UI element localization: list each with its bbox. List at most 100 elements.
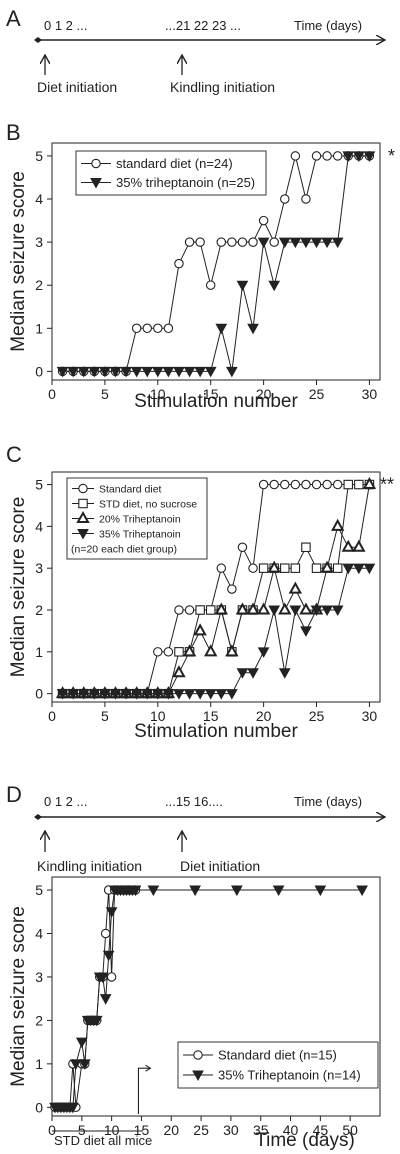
data-point xyxy=(99,689,111,700)
data-point xyxy=(258,479,269,490)
data-point xyxy=(56,689,69,700)
x-tick-label: 35 xyxy=(253,1122,269,1138)
data-point xyxy=(194,366,206,378)
data-point xyxy=(278,237,291,249)
legend-marker xyxy=(90,178,102,189)
data-point xyxy=(290,151,301,161)
y-tick-label: 1 xyxy=(35,644,43,660)
x-tick-label: 10 xyxy=(104,1122,120,1138)
data-point xyxy=(300,237,312,249)
data-point xyxy=(147,885,160,897)
timeline-d-event-1: Kindling initiation xyxy=(37,858,142,874)
data-point xyxy=(184,237,195,247)
data-point xyxy=(311,151,322,161)
data-point xyxy=(109,689,122,700)
data-point xyxy=(267,560,281,573)
data-point xyxy=(88,689,101,700)
plot-frame-d xyxy=(51,876,381,1117)
legend-marker xyxy=(78,498,88,509)
data-point xyxy=(183,689,196,700)
data-point xyxy=(257,647,270,658)
data-point xyxy=(311,563,322,573)
panel-letter-a: A xyxy=(6,6,21,31)
data-point xyxy=(67,366,80,378)
x-tick-label: 15 xyxy=(134,1122,150,1138)
x-tick-label: 50 xyxy=(342,1122,358,1138)
data-point xyxy=(322,479,332,490)
data-point xyxy=(321,237,333,249)
legend-box xyxy=(75,150,267,196)
timeline-d-event-2: Diet initiation xyxy=(180,858,260,874)
legend-label: Standard diet (n=15) xyxy=(218,1048,337,1063)
y-tick-label: 0 xyxy=(35,1099,43,1115)
data-point xyxy=(162,366,175,378)
data-point xyxy=(257,237,270,249)
x-tick-label: 45 xyxy=(313,1122,329,1138)
timeline-d-start xyxy=(34,814,42,820)
data-point xyxy=(88,366,101,378)
data-point xyxy=(227,584,237,594)
std-diet-note: STD diet all mice xyxy=(54,1133,152,1148)
data-point xyxy=(331,605,344,617)
data-point xyxy=(356,885,368,897)
data-point xyxy=(78,1059,91,1070)
y-tick-label: 1 xyxy=(35,320,43,336)
data-point xyxy=(204,644,218,657)
data-point xyxy=(109,366,122,378)
data-point xyxy=(341,539,355,552)
data-point xyxy=(205,280,216,290)
data-point xyxy=(247,668,259,679)
data-point xyxy=(300,626,312,637)
y-tick-label: 0 xyxy=(35,363,43,379)
data-point xyxy=(130,689,143,700)
panel-c: C 0 5 10 15 20 25 30 0 1 2 3 4 5 Stimulation number Me… xyxy=(6,442,394,742)
data-point xyxy=(354,479,364,490)
data-point xyxy=(70,1059,82,1070)
data-point xyxy=(174,647,184,657)
data-point xyxy=(301,194,311,204)
legend-marker xyxy=(193,1050,203,1060)
x-tick-label: 40 xyxy=(283,1122,299,1138)
data-point xyxy=(290,479,301,490)
chart-c: 0 5 10 15 20 25 30 0 1 2 3 4 5 Stimulation number Medi… xyxy=(8,475,394,742)
timeline-d-ticks-left: 0 1 2 ... xyxy=(44,794,87,809)
data-point xyxy=(141,366,154,378)
data-point xyxy=(216,237,227,247)
data-point xyxy=(332,151,343,161)
timeline-a-ticks-right: ...21 22 23 ... xyxy=(165,18,241,33)
data-point xyxy=(248,563,258,573)
x-tick-label: 0 xyxy=(48,386,56,402)
data-point xyxy=(162,689,175,700)
x-tick-label: 20 xyxy=(163,1122,179,1138)
data-point xyxy=(321,605,333,617)
legend-label: Standard diet xyxy=(99,483,162,495)
legend-label: STD diet, no sucrose xyxy=(99,498,197,510)
data-point xyxy=(102,950,115,962)
y-tick-label: 4 xyxy=(35,191,43,207)
data-point xyxy=(310,605,323,617)
data-point xyxy=(129,885,142,897)
data-point xyxy=(301,479,311,490)
data-point xyxy=(205,605,216,615)
data-point xyxy=(172,665,186,678)
data-point xyxy=(163,647,174,657)
y-tick-label: 0 xyxy=(35,686,43,702)
x-axis-label: Stimulation number xyxy=(134,721,298,742)
data-point xyxy=(56,366,69,378)
panel-a: A 0 1 2 ... ...21 22 23 ... Time (days) … xyxy=(6,6,384,95)
data-point xyxy=(235,602,250,615)
y-tick-label: 5 xyxy=(35,882,43,898)
data-point xyxy=(195,605,205,615)
panel-letter-b: B xyxy=(6,120,21,145)
data-point xyxy=(301,542,311,553)
data-point xyxy=(216,563,227,573)
diet-start-arrowhead xyxy=(145,1064,152,1072)
timeline-d-ticks-right: ...15 16.... xyxy=(165,794,223,809)
x-tick-label: 10 xyxy=(150,386,166,402)
data-point xyxy=(236,280,249,292)
panel-letter-d: D xyxy=(6,782,22,807)
legend-label: 20% Triheptanoin xyxy=(99,513,181,525)
data-point xyxy=(289,237,302,249)
y-tick-label: 3 xyxy=(35,560,43,576)
